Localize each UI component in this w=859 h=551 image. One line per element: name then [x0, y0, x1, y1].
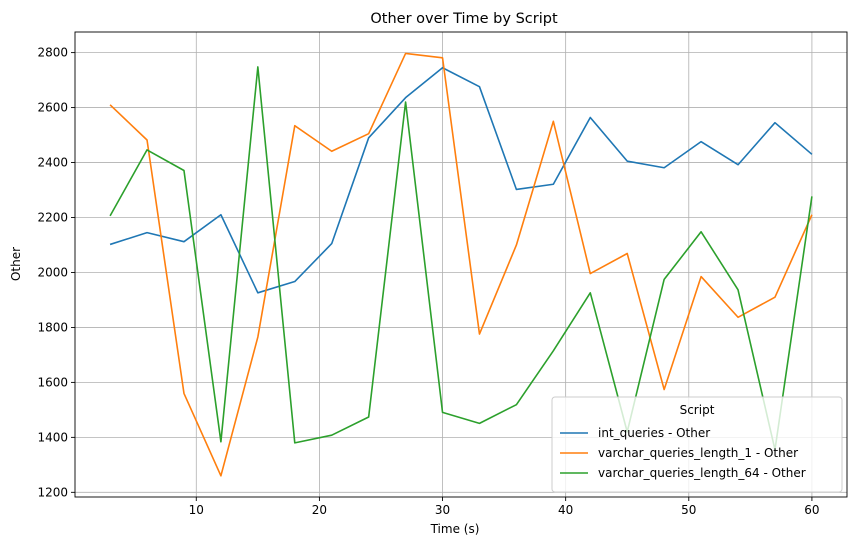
x-tick-label: 40 — [558, 503, 573, 517]
y-tick-label: 1400 — [37, 430, 68, 444]
series-line-1 — [109, 66, 813, 294]
x-tick-label: 30 — [435, 503, 450, 517]
y-tick-label: 2800 — [37, 46, 68, 60]
chart-title: Other over Time by Script — [370, 11, 558, 27]
y-tick-label: 1600 — [37, 375, 68, 389]
legend: Script int_queries - Other varchar_queries… — [551, 396, 843, 493]
plot-frame — [74, 31, 848, 498]
axes: 10 20 30 40 50 60 1200 1400 1600 1800 2000 2200 2400… — [37, 31, 848, 517]
x-tick-label: 10 — [189, 503, 204, 517]
y-tick-label: 2400 — [37, 156, 68, 170]
legend-label-2: varchar_queries_length_1 - Other — [598, 446, 798, 460]
x-tick-label: 20 — [312, 503, 327, 517]
series-line-2 — [109, 52, 813, 477]
x-tick-label: 50 — [681, 503, 696, 517]
y-tick-label: 2200 — [37, 211, 68, 225]
y-axis-label: Other — [9, 247, 23, 281]
x-tick-label: 60 — [804, 503, 819, 517]
legend-label-3: varchar_queries_length_64 - Other — [598, 466, 806, 480]
legend-box — [551, 396, 843, 493]
x-axis-label: Time (s) — [430, 522, 480, 536]
y-tick-label: 1800 — [37, 320, 68, 334]
y-tick-label: 2600 — [37, 101, 68, 115]
legend-title: Script — [680, 403, 715, 417]
series-line-3 — [109, 66, 813, 451]
legend-label-1: int_queries - Other — [598, 426, 710, 440]
y-tick-label: 2000 — [37, 265, 68, 279]
series-lines — [109, 52, 813, 477]
y-tick-label: 1200 — [37, 485, 68, 499]
